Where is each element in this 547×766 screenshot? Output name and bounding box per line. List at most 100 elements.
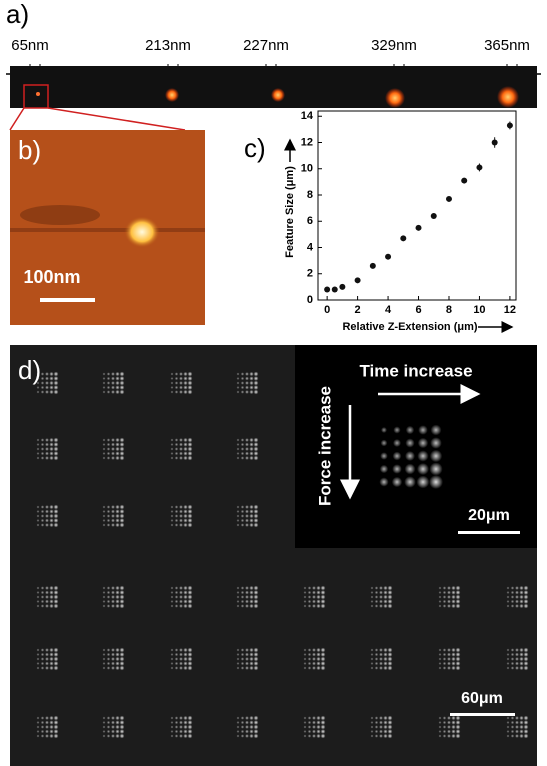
dot xyxy=(40,666,45,670)
dot xyxy=(119,455,125,461)
dot xyxy=(183,720,188,725)
dot xyxy=(236,657,240,661)
dot xyxy=(249,513,254,519)
dot xyxy=(170,600,174,603)
dot xyxy=(53,504,59,510)
y-tick-label: 12 xyxy=(301,136,313,148)
dot xyxy=(379,648,383,652)
dot xyxy=(245,509,249,514)
dot xyxy=(174,385,179,390)
dot xyxy=(170,653,174,656)
dot xyxy=(245,599,249,604)
dot xyxy=(405,425,415,435)
dot xyxy=(387,652,393,657)
dot xyxy=(36,648,40,652)
dot xyxy=(506,604,510,608)
dot xyxy=(417,463,429,475)
dot xyxy=(523,729,529,734)
dot xyxy=(249,652,254,657)
dot xyxy=(115,603,120,609)
dot xyxy=(115,729,120,734)
dot xyxy=(45,725,49,729)
dot xyxy=(119,729,125,734)
dot xyxy=(307,590,312,595)
dot xyxy=(303,591,307,594)
dot xyxy=(438,721,442,724)
dot xyxy=(240,514,245,518)
dot xyxy=(430,424,442,436)
dot xyxy=(40,514,45,518)
dot xyxy=(370,725,374,729)
dot xyxy=(102,600,106,603)
dot xyxy=(119,376,125,381)
dot xyxy=(515,720,519,725)
dot xyxy=(455,661,461,666)
dot xyxy=(106,390,111,394)
dot xyxy=(106,523,111,527)
dot xyxy=(174,376,179,381)
dot xyxy=(455,720,461,725)
dot xyxy=(312,725,316,729)
dot xyxy=(36,586,40,590)
dot xyxy=(45,720,49,725)
dot xyxy=(187,647,193,653)
dot xyxy=(429,475,443,489)
dot xyxy=(119,504,125,510)
dot xyxy=(187,603,193,609)
dot xyxy=(245,729,249,734)
dot xyxy=(383,720,388,725)
dot xyxy=(45,661,49,666)
dot xyxy=(451,724,456,730)
dot xyxy=(392,451,402,461)
dot xyxy=(119,724,125,730)
dot xyxy=(523,720,529,725)
dot xyxy=(316,594,321,600)
dot xyxy=(245,456,249,460)
dot-arrays xyxy=(36,371,529,739)
dot xyxy=(53,455,59,461)
dot xyxy=(183,715,188,721)
dot xyxy=(312,599,316,604)
dot xyxy=(515,599,519,604)
dot xyxy=(249,647,254,653)
point xyxy=(369,262,376,269)
dot xyxy=(245,648,249,652)
dot xyxy=(316,733,321,739)
dot xyxy=(240,509,245,514)
dot xyxy=(240,716,245,720)
dot xyxy=(370,653,374,656)
dot xyxy=(179,725,183,729)
dot xyxy=(245,586,249,590)
dot xyxy=(102,386,106,389)
dot xyxy=(379,477,389,487)
dot xyxy=(187,509,193,514)
size-label: 329nm xyxy=(371,37,417,54)
dot xyxy=(119,599,125,604)
afm-streak xyxy=(10,228,205,232)
dot xyxy=(170,505,174,509)
dot xyxy=(170,657,174,661)
dot xyxy=(245,390,249,394)
dot xyxy=(187,729,193,734)
dot xyxy=(253,603,259,609)
x-tick-label: 2 xyxy=(355,304,361,316)
dot xyxy=(438,662,442,665)
dot xyxy=(36,505,40,509)
dot xyxy=(307,720,312,725)
dot xyxy=(187,733,193,739)
dot xyxy=(106,595,111,599)
dot xyxy=(115,376,120,381)
dot xyxy=(380,439,388,447)
dot xyxy=(36,657,40,661)
dot xyxy=(510,729,515,734)
point xyxy=(339,283,346,290)
dot xyxy=(405,451,415,461)
dot xyxy=(506,662,510,665)
dot xyxy=(383,599,388,604)
dot xyxy=(115,656,120,662)
dot xyxy=(387,656,393,662)
dot xyxy=(115,451,120,456)
dot xyxy=(45,505,49,509)
dot xyxy=(249,724,254,730)
dot xyxy=(515,657,519,661)
